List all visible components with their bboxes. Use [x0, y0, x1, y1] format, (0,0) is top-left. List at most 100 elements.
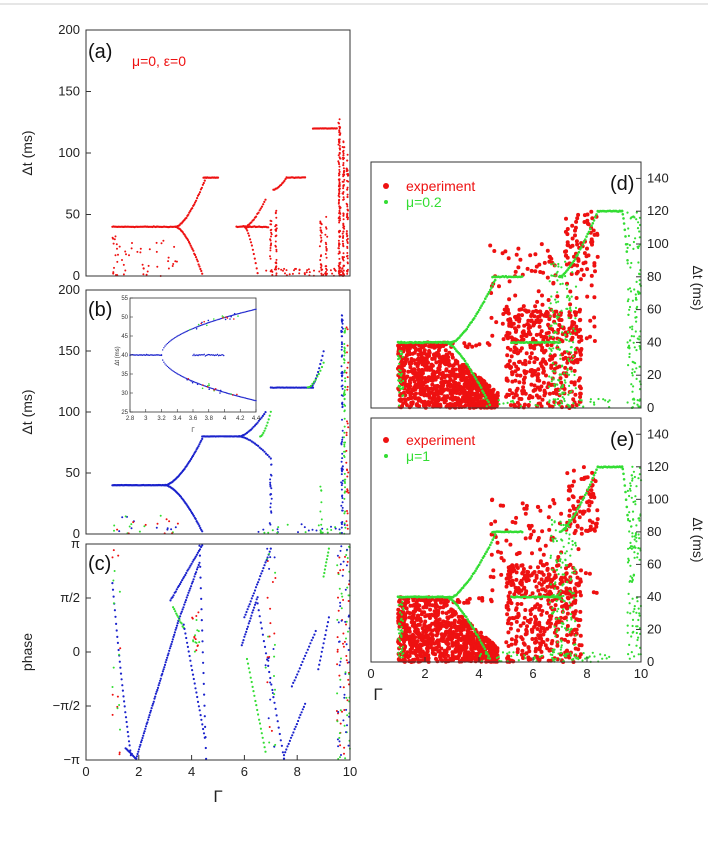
data-point: [175, 260, 178, 263]
data-point: [419, 382, 424, 387]
data-point: [465, 327, 469, 331]
data-point: [634, 293, 637, 296]
data-point: [523, 391, 528, 396]
data-point: [574, 239, 579, 244]
data-point: [342, 230, 345, 233]
data-point: [190, 582, 193, 585]
inset-xtick-label: 2.8: [126, 416, 135, 422]
data-point: [325, 248, 328, 250]
data-point: [568, 384, 571, 387]
ytick-label: −π: [63, 752, 80, 767]
data-point: [171, 638, 174, 641]
data-point: [307, 268, 310, 271]
data-point: [624, 235, 627, 238]
data-point: [319, 362, 322, 366]
data-point: [154, 692, 157, 695]
data-point: [274, 577, 277, 579]
data-point: [398, 362, 401, 365]
inset-point: [196, 382, 198, 384]
data-point: [320, 230, 323, 233]
data-point: [165, 658, 168, 662]
data-point: [318, 270, 321, 273]
data-point: [558, 341, 562, 344]
data-point: [342, 180, 345, 183]
data-point: [343, 523, 346, 526]
inset-point: [192, 327, 195, 330]
inset-point: [215, 354, 218, 356]
data-point: [115, 629, 118, 632]
data-point: [406, 345, 411, 350]
data-point: [570, 309, 573, 312]
data-point: [584, 336, 589, 341]
data-point: [634, 296, 638, 299]
data-point: [255, 598, 258, 601]
data-point: [161, 670, 164, 673]
inset-point: [175, 372, 177, 374]
data-point: [446, 380, 451, 385]
data-point: [416, 372, 421, 377]
xtick-label: 2: [135, 764, 142, 779]
data-point: [631, 390, 634, 393]
inset-point: [222, 354, 224, 356]
data-point: [635, 307, 638, 310]
data-point: [339, 212, 342, 215]
data-point: [602, 398, 605, 401]
data-point: [547, 259, 552, 264]
data-point: [433, 384, 438, 389]
inset-point: [165, 364, 167, 366]
inset-point: [247, 310, 249, 312]
data-point: [346, 257, 349, 260]
data-point: [195, 691, 198, 694]
data-point: [240, 644, 243, 647]
inset-point: [186, 378, 188, 381]
data-point: [269, 607, 272, 610]
data-point: [265, 269, 268, 272]
data-point: [631, 299, 635, 302]
data-point: [202, 181, 205, 185]
data-point: [320, 489, 323, 492]
data-point: [456, 632, 461, 637]
data-point: [187, 650, 190, 653]
data-point: [560, 386, 563, 389]
data-point: [497, 399, 500, 402]
data-point: [341, 574, 344, 577]
data-point: [268, 553, 271, 555]
data-point: [156, 522, 159, 525]
data-point: [341, 326, 343, 329]
data-point: [539, 329, 544, 334]
panel-c-ylabel: phase: [19, 633, 35, 671]
data-point: [479, 306, 482, 310]
data-point: [346, 193, 349, 196]
inset-point: [204, 385, 206, 387]
data-point: [277, 526, 280, 529]
ytick-label: 150: [58, 84, 80, 99]
data-point: [121, 689, 124, 692]
data-point: [136, 250, 139, 253]
data-point: [341, 240, 344, 243]
data-point: [247, 622, 250, 625]
data-point: [539, 384, 544, 389]
inset-point: [252, 399, 255, 401]
data-point: [168, 647, 172, 650]
data-point: [178, 583, 182, 586]
inset-point: [202, 384, 204, 386]
inset-point: [247, 398, 249, 400]
data-point: [135, 755, 138, 758]
data-point: [194, 572, 197, 576]
data-point: [306, 648, 309, 651]
data-point: [260, 732, 263, 735]
data-point: [271, 692, 274, 694]
data-point: [628, 347, 631, 350]
data-point: [117, 253, 119, 256]
data-point: [194, 450, 197, 453]
data-point: [563, 397, 566, 400]
inset-point: [241, 396, 243, 398]
data-point: [625, 250, 629, 253]
data-point: [339, 601, 342, 604]
data-point: [515, 351, 520, 356]
inset-point: [175, 336, 177, 338]
data-point: [142, 267, 145, 270]
data-point: [338, 243, 340, 246]
data-point: [346, 234, 349, 237]
